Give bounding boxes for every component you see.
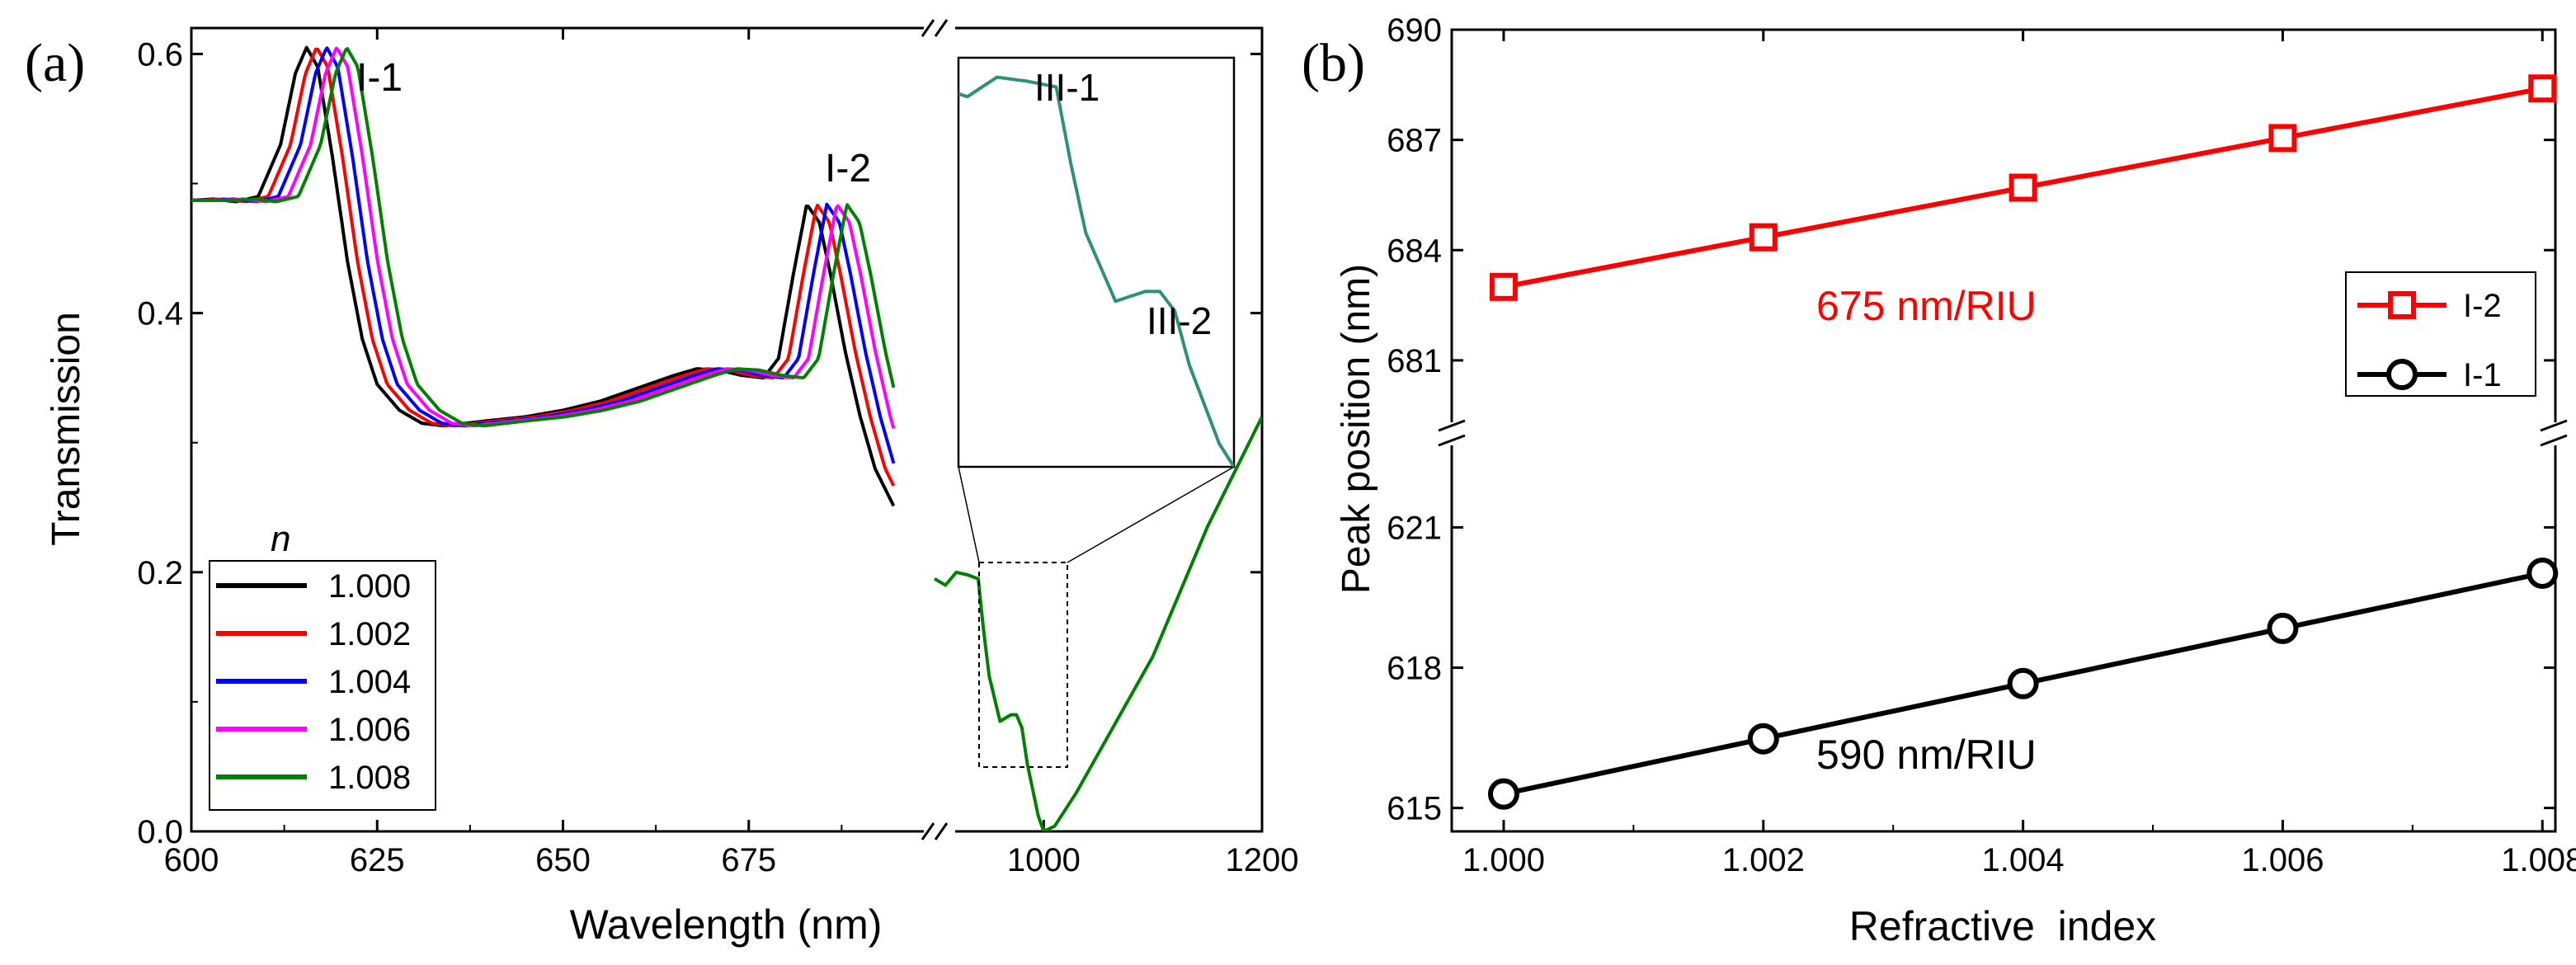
panel-b-ytick-label: 684 bbox=[1387, 233, 1442, 269]
panel-a-ticks: 0.0 0.2 0.4 0.6 600 625 650 675 1000 1200 bbox=[137, 28, 1298, 878]
panel-b-legend-label: I-2 bbox=[2463, 288, 2502, 324]
inset-frame bbox=[957, 56, 1236, 468]
sensitivity-label-I-1: 590 nm/RIU bbox=[1816, 732, 2037, 778]
panel-b-legend-items: I-2 I-1 bbox=[2357, 288, 2502, 393]
panel-b-axis-break-marks bbox=[1438, 419, 2568, 447]
legend-label: 1.000 bbox=[328, 568, 411, 605]
panel-b-series bbox=[1487, 74, 2559, 810]
marker-I-2 bbox=[1749, 223, 1778, 252]
panel-b-ytick-label: 687 bbox=[1387, 123, 1442, 159]
panel-a: (a) 0.0 0.2 0.4 0.6 600 625 650 675 1000 1200 I-1… bbox=[25, 19, 1298, 948]
panel-a-ylabel: Transmission bbox=[45, 312, 88, 546]
marker-I-2 bbox=[2528, 74, 2557, 103]
panel-b-ytick-label: 618 bbox=[1387, 651, 1442, 687]
panel-b-legend: I-2 I-1 bbox=[2345, 271, 2536, 397]
legend-items: 1.000 1.002 1.004 1.006 1.008 bbox=[216, 568, 411, 796]
panel-b-xlabel: Refractive index bbox=[1849, 903, 2156, 949]
legend-box bbox=[209, 560, 436, 811]
panel-b-ytick-label: 681 bbox=[1387, 343, 1442, 379]
panel-b-ytick-label: 690 bbox=[1387, 12, 1442, 49]
panel-a-xtick-label: 1200 bbox=[1226, 842, 1299, 878]
panel-a-xtick-label: 1000 bbox=[1007, 842, 1081, 878]
series-line-n-1.008 bbox=[191, 47, 896, 428]
legend-label: 1.008 bbox=[328, 760, 411, 796]
inset-label-III-2: III-2 bbox=[1147, 299, 1212, 342]
panel-b-xtick-label: 1.008 bbox=[2501, 842, 2576, 878]
legend-title-n: n bbox=[271, 519, 290, 559]
panel-b-legend-box bbox=[2345, 271, 2536, 397]
panel-a-xtick-label: 675 bbox=[721, 842, 776, 878]
inset-label-III-1: III-1 bbox=[1034, 66, 1100, 109]
sensitivity-label-I-2: 675 nm/RIU bbox=[1816, 283, 2037, 329]
marker-I-1 bbox=[2007, 667, 2039, 699]
marker-I-2 bbox=[2009, 173, 2037, 202]
panel-a-ytick-label: 0.0 bbox=[137, 814, 183, 850]
panel-a-frame bbox=[190, 26, 1264, 833]
series-line-n-1.000 bbox=[191, 45, 896, 507]
marker-I-2 bbox=[2268, 124, 2297, 153]
inset-curves bbox=[958, 75, 1234, 467]
panel-a-axis-break-marks bbox=[921, 19, 949, 840]
zoom-region-box bbox=[978, 562, 1068, 768]
zoom-connector-right bbox=[1067, 466, 1235, 563]
marker-I-1 bbox=[2527, 557, 2559, 589]
peak-label-I-1: I-1 bbox=[356, 56, 403, 100]
zoom-connector-left bbox=[958, 466, 980, 563]
panel-b-frame bbox=[1450, 28, 2557, 833]
legend-label: 1.006 bbox=[328, 712, 411, 748]
panel-b: (b) 1.000 1.002 1.004 1.006 1.008 681 684 687 69… bbox=[1302, 12, 2576, 949]
legend-label: 1.004 bbox=[328, 664, 411, 700]
panel-b-ytick-label: 615 bbox=[1387, 791, 1442, 827]
panel-b-ylabel: Peak position (nm) bbox=[1335, 264, 1378, 594]
panel-b-xtick-label: 1.006 bbox=[2241, 842, 2324, 878]
panel-a-ytick-label: 0.6 bbox=[137, 36, 183, 73]
panel-a-xtick-label: 650 bbox=[535, 842, 591, 878]
panel-b-xtick-label: 1.002 bbox=[1722, 842, 1805, 878]
panel-b-xtick-label: 1.000 bbox=[1462, 842, 1545, 878]
series-line-nir bbox=[933, 416, 1262, 831]
legend-label: 1.002 bbox=[328, 616, 411, 652]
panel-a-xtick-label: 625 bbox=[350, 842, 405, 878]
panel-b-ytick-label: 621 bbox=[1387, 510, 1442, 546]
panel-b-legend-marker bbox=[2388, 291, 2416, 319]
panel-a-xlabel: Wavelength (nm) bbox=[570, 901, 883, 948]
peak-label-I-2: I-2 bbox=[825, 147, 871, 191]
marker-I-1 bbox=[1747, 723, 1779, 755]
marker-I-2 bbox=[1489, 272, 1518, 301]
marker-I-1 bbox=[2267, 612, 2299, 644]
panel-a-legend: n 1.000 1.002 1.004 1.006 1.008 bbox=[209, 519, 436, 811]
marker-I-1 bbox=[1487, 778, 1519, 810]
panel-a-ytick-label: 0.2 bbox=[137, 555, 183, 591]
panel-b-legend-marker bbox=[2386, 359, 2418, 390]
panel-a-curves bbox=[191, 45, 1262, 831]
panel-a-ytick-label: 0.4 bbox=[137, 296, 183, 332]
panel-b-ticks: 1.000 1.002 1.004 1.006 1.008 681 684 687 690 615… bbox=[1387, 12, 2576, 878]
panel-b-label: (b) bbox=[1302, 33, 1365, 93]
inset-series-line bbox=[958, 75, 1234, 467]
panel-a-label: (a) bbox=[25, 33, 85, 93]
panel-b-legend-label: I-1 bbox=[2463, 357, 2502, 393]
panel-a-xtick-label: 600 bbox=[164, 842, 219, 878]
panel-b-xtick-label: 1.004 bbox=[1982, 842, 2065, 878]
